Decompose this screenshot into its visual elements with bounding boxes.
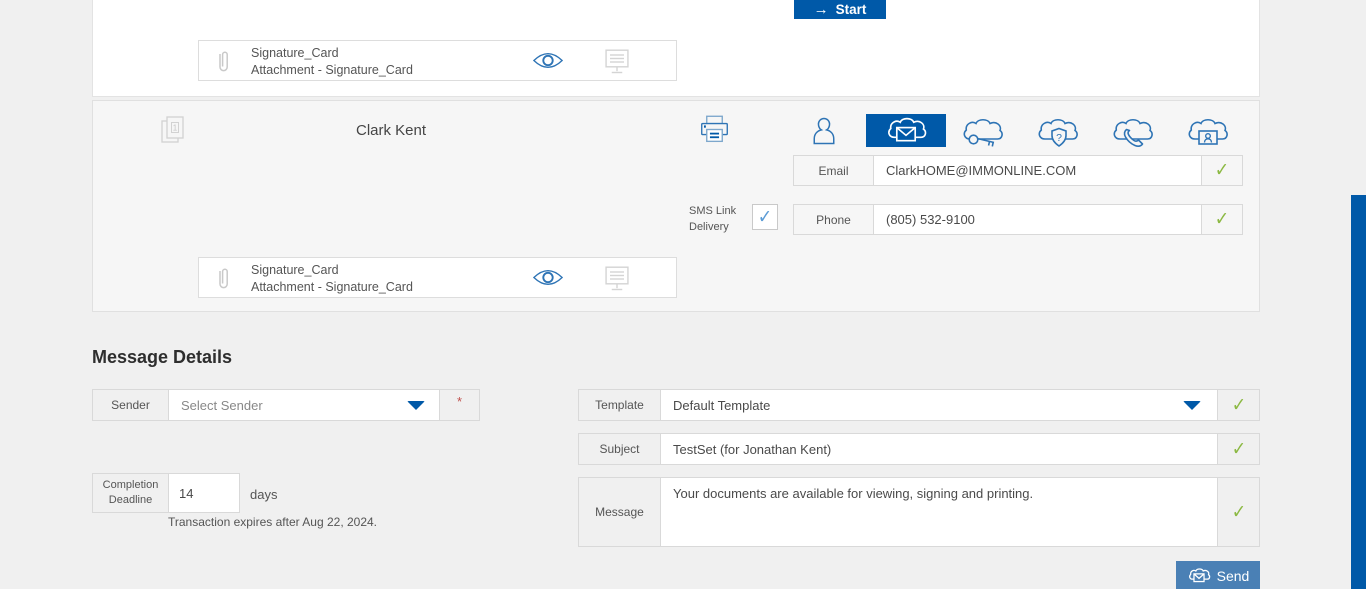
attachment-text: Signature_Card Attachment - Signature_Ca… xyxy=(251,262,413,295)
recipient-name: Clark Kent xyxy=(355,122,427,139)
sender-label: Sender xyxy=(93,390,169,420)
sms-link-delivery-checkbox[interactable]: ✓ xyxy=(752,204,778,230)
completion-deadline-row: Completion Deadline 14 xyxy=(92,473,240,513)
sms-link-delivery-label: SMS Link Delivery xyxy=(689,203,745,235)
subject-valid-indicator: ✓ xyxy=(1217,434,1259,464)
message-textarea[interactable]: Your documents are available for viewing… xyxy=(661,478,1217,546)
phone-valid-indicator: ✓ xyxy=(1201,205,1242,234)
message-field-row: Message Your documents are available for… xyxy=(578,477,1260,547)
check-icon: ✓ xyxy=(1231,394,1246,416)
sms-label-line2: Delivery xyxy=(689,221,729,233)
recipient-panel: 1 Clark Kent xyxy=(92,100,1260,312)
chevron-down-icon xyxy=(1183,401,1201,410)
subject-label: Subject xyxy=(579,434,661,464)
documents-panel: → Start Signature_Card Attachment - Sign… xyxy=(92,0,1260,97)
message-label: Message xyxy=(579,478,661,546)
document-count-icon: 1 xyxy=(159,113,187,146)
completion-label-line1: Completion xyxy=(102,479,159,491)
attachment-title: Signature_Card xyxy=(251,263,339,277)
completion-deadline-input[interactable]: 14 xyxy=(169,474,239,512)
svg-text:1: 1 xyxy=(173,124,178,133)
preview-eye-icon[interactable] xyxy=(532,268,564,287)
attachment-subtitle: Attachment - Signature_Card xyxy=(251,279,413,294)
attachment-row: Signature_Card Attachment - Signature_Ca… xyxy=(198,257,677,298)
template-value: Default Template xyxy=(673,397,771,413)
message-valid-indicator: ✓ xyxy=(1217,478,1259,546)
email-input[interactable]: ClarkHOME@IMMONLINE.COM xyxy=(874,156,1201,185)
required-asterisk-icon: * xyxy=(456,394,463,409)
sender-dropdown[interactable]: Select Sender xyxy=(169,390,439,420)
expiration-note: Transaction expires after Aug 22, 2024. xyxy=(168,515,378,529)
arrow-right-icon: → xyxy=(813,1,829,18)
sms-label-line1: SMS Link xyxy=(689,205,737,217)
completion-deadline-label: Completion Deadline xyxy=(93,474,169,512)
email-field-row: Email ClarkHOME@IMMONLINE.COM ✓ xyxy=(793,155,1243,186)
check-icon: ✓ xyxy=(1214,209,1230,230)
email-valid-indicator: ✓ xyxy=(1201,156,1242,185)
in-person-icon[interactable] xyxy=(811,116,855,148)
template-valid-indicator: ✓ xyxy=(1217,390,1259,420)
attachment-subtitle: Attachment - Signature_Card xyxy=(251,62,413,77)
svg-text:?: ? xyxy=(1056,132,1062,144)
send-button-label: Send xyxy=(1216,568,1250,584)
template-label: Template xyxy=(579,390,661,420)
subject-field-row: Subject TestSet (for Jonathan Kent) ✓ xyxy=(578,433,1260,465)
template-dropdown[interactable]: Default Template xyxy=(661,390,1217,420)
paperclip-icon xyxy=(215,48,231,75)
completion-label-line2: Deadline xyxy=(108,494,153,506)
send-cloud-mail-icon xyxy=(1187,567,1211,585)
attachment-row: Signature_Card Attachment - Signature_Ca… xyxy=(198,40,677,81)
access-key-cloud-icon[interactable] xyxy=(960,116,1004,148)
sender-placeholder: Select Sender xyxy=(181,397,263,413)
id-verification-cloud-icon[interactable] xyxy=(1185,116,1229,148)
display-monitor-icon[interactable] xyxy=(603,48,631,76)
phone-label: Phone xyxy=(794,205,874,234)
message-details-heading: Message Details xyxy=(92,347,233,367)
paperclip-icon xyxy=(215,265,231,292)
phone-input[interactable]: (805) 532-9100 xyxy=(874,205,1201,234)
scrollbar-thumb[interactable] xyxy=(1351,195,1366,589)
check-icon: ✓ xyxy=(757,206,773,228)
subject-input[interactable]: TestSet (for Jonathan Kent) xyxy=(661,434,1217,464)
attachment-text: Signature_Card Attachment - Signature_Ca… xyxy=(251,45,413,78)
check-icon: ✓ xyxy=(1214,160,1230,181)
preview-eye-icon[interactable] xyxy=(532,51,564,70)
email-label: Email xyxy=(794,156,874,185)
phone-field-row: Phone (805) 532-9100 ✓ xyxy=(793,204,1243,235)
chevron-down-icon xyxy=(407,401,425,410)
printer-icon[interactable] xyxy=(699,114,730,145)
display-monitor-icon[interactable] xyxy=(603,265,631,293)
phone-call-cloud-icon[interactable] xyxy=(1110,116,1154,148)
start-button-label: Start xyxy=(835,2,867,17)
check-icon: ✓ xyxy=(1231,501,1246,523)
start-button[interactable]: → Start xyxy=(794,0,886,19)
email-delivery-icon-selected[interactable] xyxy=(866,114,946,147)
check-icon: ✓ xyxy=(1231,438,1246,460)
security-question-cloud-icon[interactable]: ? xyxy=(1035,116,1079,148)
template-field-row: Template Default Template ✓ xyxy=(578,389,1260,421)
attachment-title: Signature_Card xyxy=(251,46,339,60)
send-button[interactable]: Send xyxy=(1176,561,1260,589)
sender-required-indicator: * xyxy=(439,390,479,420)
days-unit-label: days xyxy=(250,487,278,502)
sender-field-row: Sender Select Sender * xyxy=(92,389,480,421)
